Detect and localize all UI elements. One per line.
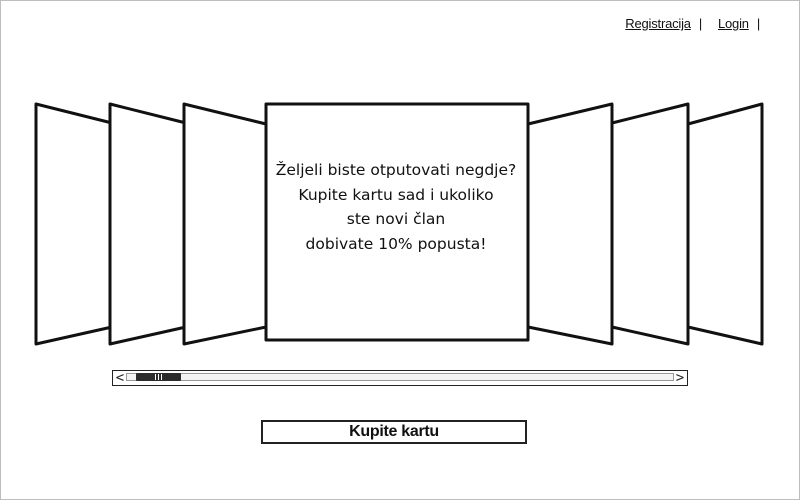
- carousel-slide-left-2[interactable]: [108, 102, 188, 346]
- top-navigation: Registracija | Login |: [625, 16, 760, 31]
- carousel-slide-left-3[interactable]: [182, 102, 268, 346]
- carousel-slide-right-2[interactable]: [610, 102, 690, 346]
- carousel-scrollbar[interactable]: < >: [112, 370, 688, 386]
- carousel-slide-right-1[interactable]: [526, 102, 614, 346]
- slide-line: Kupite kartu sad i ukoliko: [298, 185, 494, 204]
- carousel-slide-right-3[interactable]: [686, 102, 764, 346]
- slide-line: dobivate 10% popusta!: [305, 234, 487, 253]
- carousel-slide-active[interactable]: [264, 102, 530, 342]
- scrollbar-thumb[interactable]: [136, 373, 181, 381]
- carousel-slide-left-1[interactable]: [34, 102, 114, 346]
- active-slide-text: Željeli biste otputovati negdje? Kupite …: [266, 158, 526, 256]
- login-link[interactable]: Login: [718, 16, 749, 31]
- chevron-right-icon[interactable]: >: [675, 370, 685, 386]
- buy-ticket-button[interactable]: Kupite kartu: [261, 420, 527, 444]
- slide-line: Željeli biste otputovati negdje?: [275, 161, 517, 179]
- scrollbar-groove: [126, 373, 674, 381]
- registration-link[interactable]: Registracija: [625, 16, 691, 31]
- chevron-left-icon[interactable]: <: [115, 370, 125, 386]
- nav-separator: |: [756, 16, 760, 31]
- nav-separator: |: [698, 16, 702, 31]
- grip-icon: [154, 374, 163, 380]
- slide-line: ste novi član: [346, 210, 446, 228]
